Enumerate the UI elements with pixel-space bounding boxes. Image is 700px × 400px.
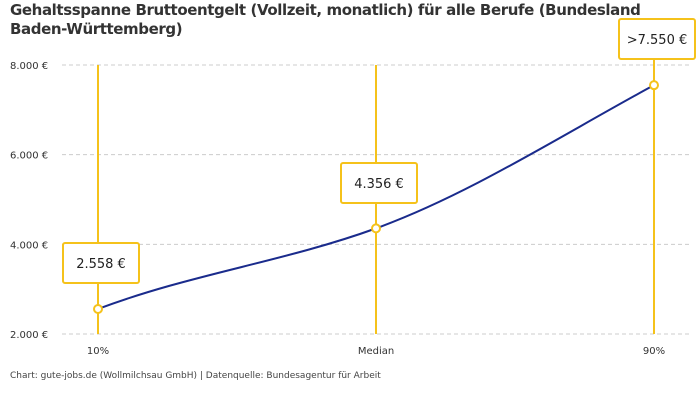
data-point [93, 303, 103, 314]
data-point [371, 223, 381, 234]
data-label-box [340, 162, 418, 204]
x-tick-label: 90% [643, 346, 665, 357]
x-tick-label: Median [358, 346, 394, 357]
y-tick-label: 6.000 € [10, 151, 48, 162]
data-label-box [618, 18, 696, 60]
data-point [649, 80, 659, 91]
data-label: 2.558 € [76, 257, 126, 272]
data-label: >7.550 € [627, 33, 688, 48]
x-tick-label: 10% [87, 346, 109, 357]
chart-title: Gehaltsspanne Bruttoentgelt (Vollzeit, m… [10, 1, 641, 38]
data-label: 4.356 € [354, 177, 404, 192]
y-tick-label: 4.000 € [10, 240, 48, 251]
data-label-box [62, 242, 140, 284]
chart-footer: Chart: gute-jobs.de (Wollmilchsau GmbH) … [10, 371, 381, 381]
y-tick-label: 2.000 € [10, 330, 48, 341]
y-tick-label: 8.000 € [10, 61, 48, 72]
